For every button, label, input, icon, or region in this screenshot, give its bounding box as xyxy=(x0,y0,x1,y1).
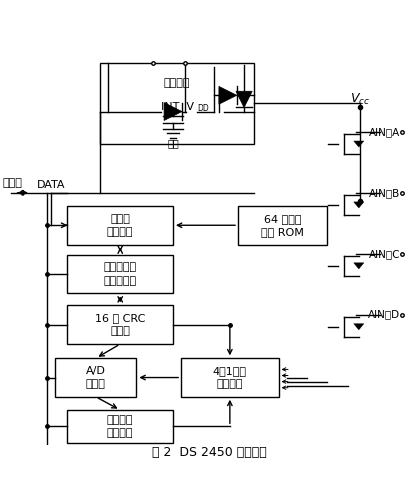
Text: 寄存器访问
和转换控制: 寄存器访问 和转换控制 xyxy=(103,262,136,285)
Polygon shape xyxy=(218,86,236,104)
Text: 64 位激光
刻录 ROM: 64 位激光 刻录 ROM xyxy=(261,213,304,237)
Polygon shape xyxy=(353,263,363,269)
Text: 单总线: 单总线 xyxy=(2,178,22,187)
Polygon shape xyxy=(353,141,363,147)
Polygon shape xyxy=(353,324,363,330)
Polygon shape xyxy=(353,202,363,208)
Polygon shape xyxy=(164,102,181,120)
Text: INT  V: INT V xyxy=(160,102,193,113)
Text: 单总线
功能控制: 单总线 功能控制 xyxy=(107,213,133,237)
Text: 图 2  DS 2450 原理框图: 图 2 DS 2450 原理框图 xyxy=(152,446,266,459)
Text: A/D
转换器: A/D 转换器 xyxy=(86,366,106,389)
Text: AIN－D: AIN－D xyxy=(368,310,399,320)
FancyBboxPatch shape xyxy=(67,410,173,442)
Text: 16 位 CRC
生成器: 16 位 CRC 生成器 xyxy=(95,313,145,336)
FancyBboxPatch shape xyxy=(67,255,173,293)
Polygon shape xyxy=(235,91,252,108)
Text: AIN－C: AIN－C xyxy=(368,249,399,259)
Text: AIN－A: AIN－A xyxy=(368,127,399,137)
Text: 转换: 转换 xyxy=(167,139,178,149)
Text: 4对1多路
转换开关: 4对1多路 转换开关 xyxy=(212,366,246,389)
FancyBboxPatch shape xyxy=(181,358,278,397)
FancyBboxPatch shape xyxy=(237,206,327,244)
Text: 寄生功率: 寄生功率 xyxy=(164,78,190,88)
FancyBboxPatch shape xyxy=(67,305,173,344)
FancyBboxPatch shape xyxy=(55,358,136,397)
Text: DATA: DATA xyxy=(37,180,65,190)
Text: 通道控制
和寄存器: 通道控制 和寄存器 xyxy=(107,415,133,438)
FancyBboxPatch shape xyxy=(67,206,173,244)
FancyBboxPatch shape xyxy=(100,63,254,144)
Text: DD: DD xyxy=(197,104,209,113)
Text: AIN－B: AIN－B xyxy=(368,188,399,198)
Text: $V_{cc}$: $V_{cc}$ xyxy=(349,92,369,107)
